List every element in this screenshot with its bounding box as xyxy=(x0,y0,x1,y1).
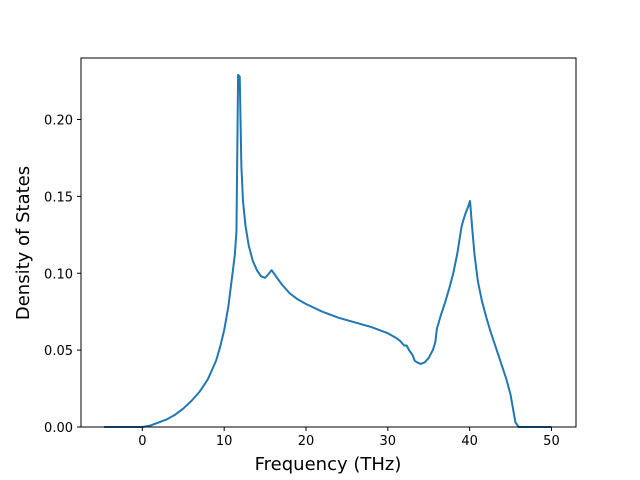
y-axis-label: Density of States xyxy=(13,166,34,320)
y-tick-label: 0.10 xyxy=(44,267,73,282)
axes-frame xyxy=(80,57,577,428)
plot-area xyxy=(103,73,552,428)
x-tick-label: 10 xyxy=(216,434,233,449)
x-axis-label: Frequency (THz) xyxy=(255,454,402,475)
axis-ticks: 0 10 20 30 40 50 0.00 0.05 0.10 0.15 0.20 xyxy=(44,114,560,450)
dos-series-line-0 xyxy=(103,73,552,428)
y-tick-label: 0.00 xyxy=(44,421,73,436)
y-tick-label: 0.20 xyxy=(44,114,73,129)
x-tick-label: 30 xyxy=(380,434,397,449)
x-tick-label: 40 xyxy=(461,434,478,449)
y-tick-label: 0.05 xyxy=(44,344,73,359)
x-tick-label: 0 xyxy=(138,434,146,449)
y-tick-label: 0.15 xyxy=(44,190,73,205)
x-tick-label: 20 xyxy=(298,434,315,449)
x-tick-label: 50 xyxy=(543,434,560,449)
